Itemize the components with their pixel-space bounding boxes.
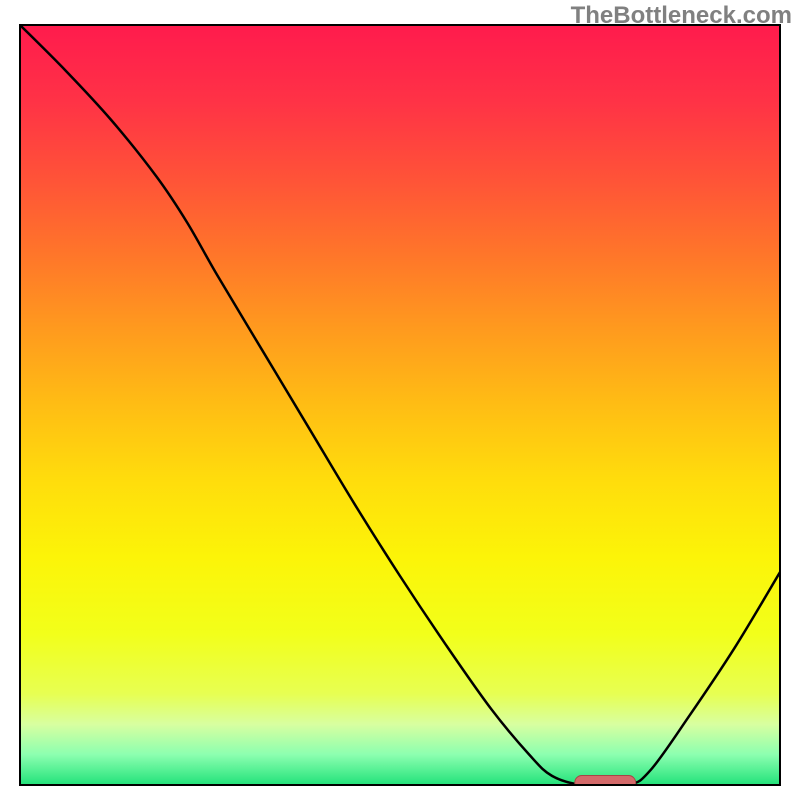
gradient-background <box>20 25 780 785</box>
chart-container: TheBottleneck.com <box>0 0 800 800</box>
watermark-text: TheBottleneck.com <box>571 2 792 30</box>
gradient-chart <box>0 0 800 800</box>
